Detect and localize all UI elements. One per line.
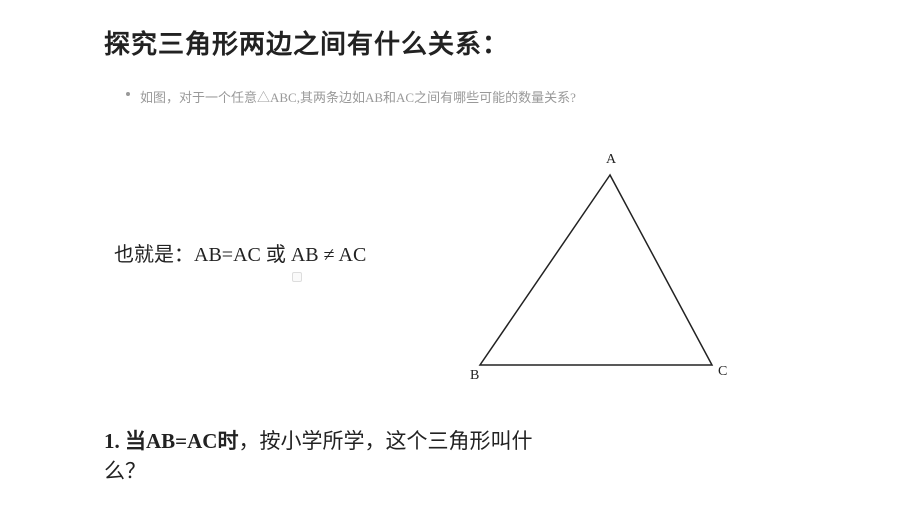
triangle-diagram <box>450 160 740 390</box>
question-bold-roman: AB=AC <box>146 429 217 453</box>
bullet-text: 如图，对于一个任意△ABC,其两条边如AB和AC之间有哪些可能的数量关系? <box>140 86 700 111</box>
vertex-label-b: B <box>470 368 479 384</box>
vertex-label-a: A <box>606 152 616 168</box>
equation-prefix: 也就是： <box>114 244 194 266</box>
vertex-label-c: C <box>718 364 727 380</box>
preview-indicator-icon <box>292 272 302 282</box>
question-bold-cn1: 当 <box>125 429 146 453</box>
bullet-dot-icon <box>126 92 130 96</box>
triangle-svg <box>450 160 740 390</box>
equation-statement: 也就是：AB=AC 或 AB ≠ AC <box>114 238 366 267</box>
triangle-shape <box>480 175 712 365</box>
question-text: 1. 当AB=AC时，按小学所学，这个三角形叫什么？ <box>104 426 534 487</box>
page-title: 探究三角形两边之间有什么关系： <box>104 24 509 61</box>
equation-body: AB=AC 或 AB ≠ AC <box>194 244 366 266</box>
question-bold-cn2: 时 <box>217 429 238 453</box>
question-number: 1. <box>104 429 125 453</box>
